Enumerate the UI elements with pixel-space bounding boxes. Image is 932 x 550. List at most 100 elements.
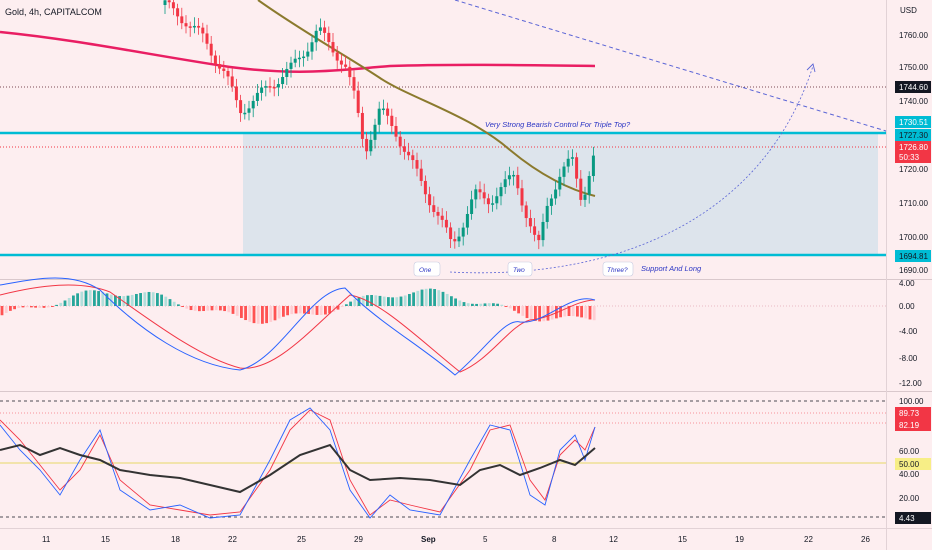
- top-one-callout[interactable]: One: [413, 261, 441, 277]
- candle-body[interactable]: [276, 84, 280, 88]
- candle-body[interactable]: [453, 239, 457, 242]
- candle-body[interactable]: [541, 221, 545, 241]
- top-two-callout[interactable]: Two: [507, 261, 533, 277]
- candle-body[interactable]: [356, 90, 360, 113]
- candle-body[interactable]: [281, 76, 285, 85]
- candle-body[interactable]: [377, 108, 381, 125]
- candle-body[interactable]: [486, 198, 490, 205]
- candle-body[interactable]: [423, 180, 427, 195]
- candle-body[interactable]: [192, 25, 196, 28]
- candle-body[interactable]: [184, 23, 188, 27]
- candle-body[interactable]: [478, 189, 482, 193]
- candle-body[interactable]: [591, 155, 595, 177]
- candle-body[interactable]: [188, 26, 192, 28]
- price-label-level-d[interactable]: 1694.81: [895, 250, 931, 262]
- candle-body[interactable]: [562, 166, 566, 177]
- sma-short[interactable]: [257, 0, 596, 197]
- candle-body[interactable]: [419, 168, 423, 181]
- candle-body[interactable]: [411, 155, 415, 161]
- candle-body[interactable]: [554, 189, 558, 199]
- price-label-level-a[interactable]: 1744.60: [895, 81, 931, 93]
- candle-body[interactable]: [373, 124, 377, 140]
- candle-body[interactable]: [213, 55, 217, 65]
- candle-body[interactable]: [302, 56, 306, 59]
- stoch-d-line[interactable]: [0, 409, 596, 516]
- candle-body[interactable]: [503, 179, 507, 188]
- price-axis[interactable]: 1760.00 1750.00 1740.00 1720.00 1710.00 …: [899, 31, 928, 275]
- macd-axis[interactable]: 4.00 0.00 -4.00 -8.00 -12.00: [899, 279, 922, 388]
- candle-body[interactable]: [533, 226, 537, 235]
- candle-body[interactable]: [545, 205, 549, 222]
- candle-body[interactable]: [524, 205, 528, 219]
- candle-body[interactable]: [360, 112, 364, 139]
- top-three-callout[interactable]: Three?: [602, 261, 634, 277]
- candle-body[interactable]: [428, 194, 432, 206]
- candle-body[interactable]: [398, 136, 402, 147]
- candle-body[interactable]: [218, 64, 222, 69]
- candle-body[interactable]: [230, 76, 234, 87]
- candle-body[interactable]: [272, 86, 276, 89]
- sma-long[interactable]: [0, 30, 596, 73]
- candle-body[interactable]: [243, 112, 247, 115]
- candle-body[interactable]: [407, 151, 411, 156]
- candle-body[interactable]: [402, 146, 406, 152]
- candle-body[interactable]: [369, 139, 373, 152]
- candle-body[interactable]: [201, 27, 205, 34]
- candle-body[interactable]: [306, 51, 310, 57]
- candle-body[interactable]: [344, 64, 348, 67]
- candle-body[interactable]: [310, 42, 314, 52]
- stoch-k-label[interactable]: 89.73: [895, 407, 931, 419]
- candle-body[interactable]: [444, 219, 448, 228]
- candle-body[interactable]: [323, 27, 327, 33]
- candle-body[interactable]: [528, 218, 532, 227]
- candle-body[interactable]: [352, 77, 356, 91]
- candle-body[interactable]: [549, 198, 553, 206]
- candle-body[interactable]: [491, 203, 495, 205]
- candle-body[interactable]: [339, 60, 343, 65]
- candle-body[interactable]: [432, 205, 436, 212]
- candle-body[interactable]: [516, 174, 520, 189]
- candle-body[interactable]: [171, 2, 175, 9]
- macd-line[interactable]: [0, 277, 596, 376]
- candle-body[interactable]: [482, 192, 486, 199]
- candle-body[interactable]: [470, 199, 474, 214]
- candle-body[interactable]: [268, 86, 272, 88]
- candle-body[interactable]: [558, 176, 562, 190]
- candle-body[interactable]: [226, 70, 230, 77]
- candle-body[interactable]: [381, 108, 385, 111]
- price-label-level-c[interactable]: 1727.30: [895, 129, 931, 141]
- last-price-label[interactable]: 1726.80 50:33: [895, 141, 931, 163]
- candle-body[interactable]: [587, 176, 591, 195]
- candle-body[interactable]: [449, 227, 453, 240]
- projection-arc[interactable]: [449, 65, 814, 274]
- price-label-level-b[interactable]: 1730.51: [895, 116, 931, 128]
- candle-body[interactable]: [247, 108, 251, 113]
- candle-body[interactable]: [507, 175, 511, 180]
- candle-body[interactable]: [163, 0, 167, 5]
- candle-body[interactable]: [461, 227, 465, 237]
- candle-body[interactable]: [583, 194, 587, 200]
- stoch-axis[interactable]: 100.00 60.00 40.00 20.00: [899, 397, 924, 503]
- candle-body[interactable]: [474, 189, 478, 200]
- candle-body[interactable]: [520, 188, 524, 206]
- candle-body[interactable]: [222, 68, 226, 71]
- candle-body[interactable]: [331, 42, 335, 53]
- candle-body[interactable]: [386, 108, 390, 116]
- candle-body[interactable]: [495, 196, 499, 204]
- candle-body[interactable]: [285, 68, 289, 77]
- candle-body[interactable]: [394, 125, 398, 137]
- candle-body[interactable]: [289, 62, 293, 69]
- candle-body[interactable]: [348, 66, 352, 78]
- candle-body[interactable]: [566, 158, 570, 167]
- candle-body[interactable]: [327, 32, 331, 43]
- candle-body[interactable]: [537, 234, 541, 241]
- candle-body[interactable]: [167, 0, 171, 3]
- stoch-d-label[interactable]: 82.19: [895, 419, 931, 431]
- candle-body[interactable]: [579, 178, 583, 200]
- time-axis[interactable]: 11 15 18 22 25 29 Sep 5 8 12 15 19 22 26: [42, 535, 870, 544]
- candle-body[interactable]: [293, 58, 297, 63]
- candle-body[interactable]: [255, 92, 259, 101]
- candle-body[interactable]: [260, 87, 264, 93]
- candle-body[interactable]: [314, 30, 318, 43]
